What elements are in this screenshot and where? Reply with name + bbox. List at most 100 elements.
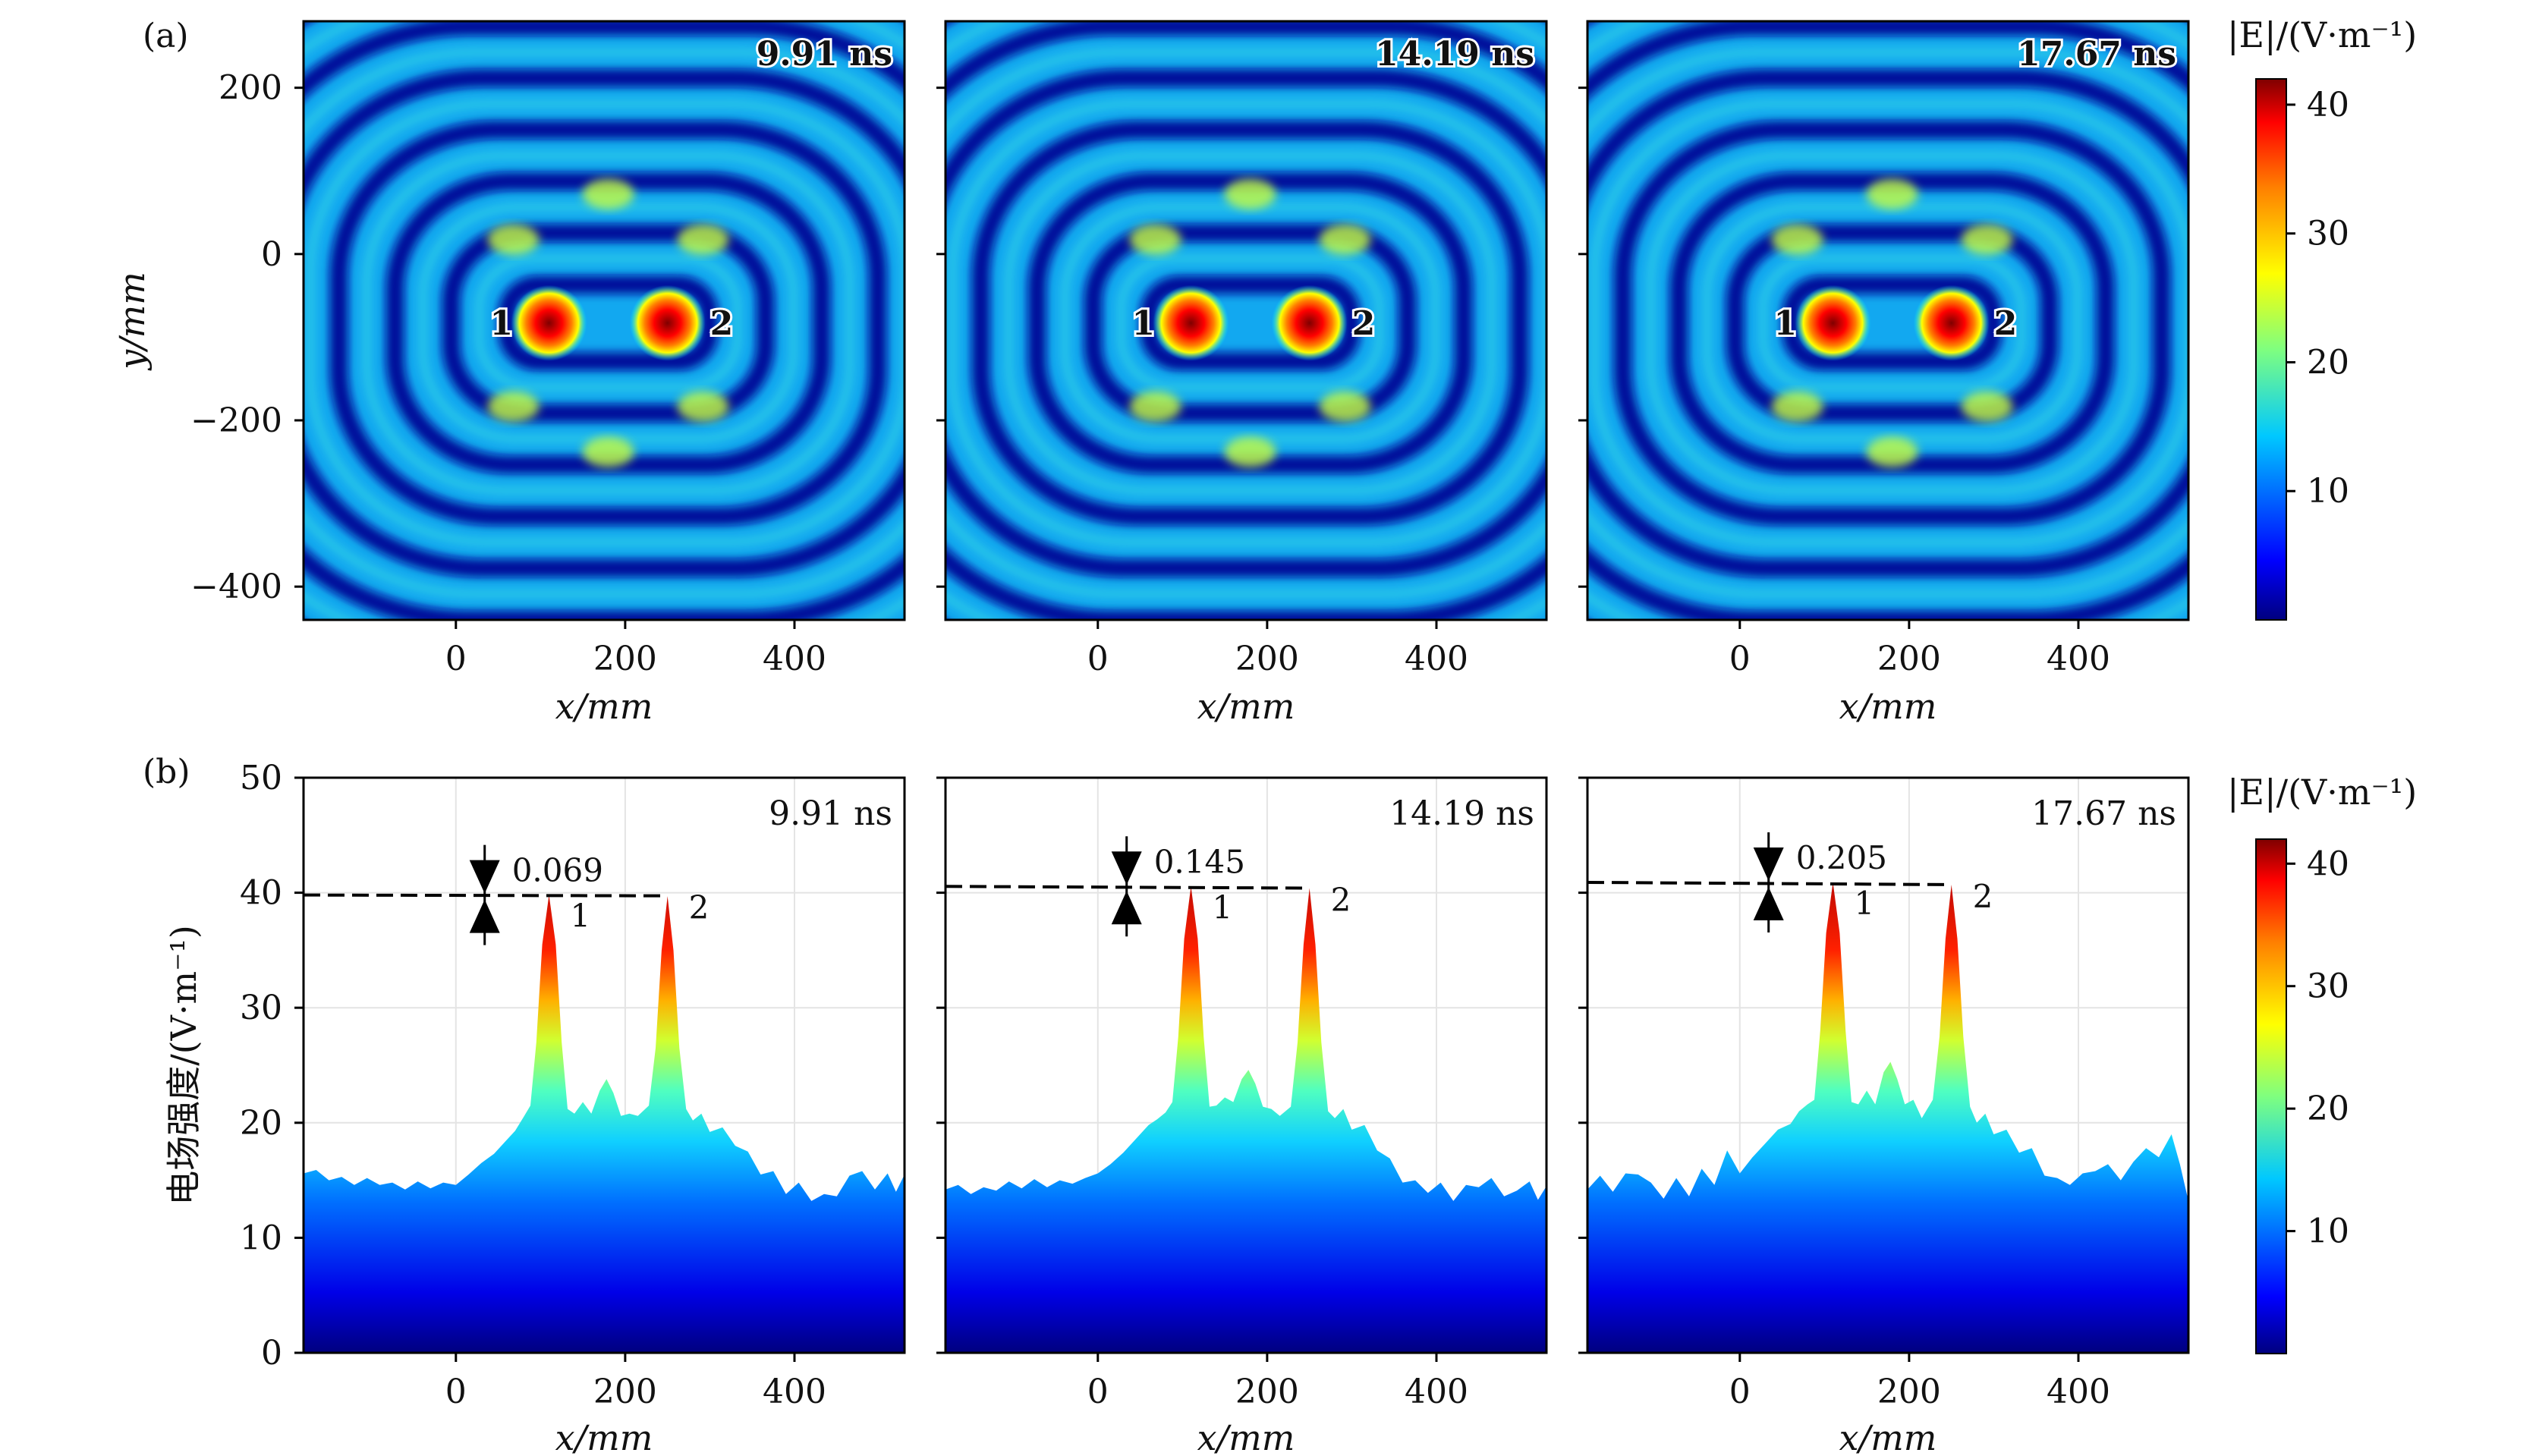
wave-ring-light [475,255,741,392]
y-tick-label: 40 [240,874,282,913]
interference-lobe [1129,391,1181,422]
peak-label: 2 [1331,882,1351,919]
wave-ring-light [1005,151,1496,495]
x-tick-label: 400 [2047,1373,2110,1411]
interference-lobe [1129,224,1181,255]
wave-ring-dark [1140,275,1361,371]
interference-lobe [1961,391,2013,422]
interference-lobe [1866,436,1918,467]
y-tick-label: −400 [190,568,282,606]
x-tick-label: 200 [1877,1373,1941,1411]
colorbar-a-scale [2255,78,2287,621]
y-axis-label: 电场强度/(V·m⁻¹) [163,925,204,1206]
x-tick-label: 200 [593,1373,657,1411]
colorbar-tick-label: 10 [2307,1212,2349,1251]
interference-lobe [677,224,729,255]
x-tick-label: 400 [763,1373,826,1411]
x-tick-label: 200 [1877,640,1941,678]
y-tick-label: 200 [219,69,282,108]
heatmap-panel: 1 2 9.91 ns 0 200 400 x/mm 200 0 −200 −400 y/mm [112,20,906,727]
heatmap-frame [302,20,906,621]
x-axis-label: x/mm [1839,686,1937,727]
wave-ring-light [1590,99,2188,546]
colorbar-b-scale [2255,838,2287,1354]
heatmap-frame [1586,20,2190,621]
y-tick-label: −200 [190,401,282,440]
interference-lobe [1319,391,1371,422]
panel-b-tag: (b) [143,753,190,791]
heatmap-frame [944,20,1548,621]
wave-ring-light [1647,151,2138,495]
colorbar-a: |E|/(V·m⁻¹) 10 20 30 40 [2227,14,2417,621]
wave-ring-dark [1084,224,1417,423]
interference-lobe [487,391,540,422]
colorbar-tick-label: 20 [2307,343,2349,382]
wave-rings [945,21,1546,620]
delta-value: 0.205 [1796,839,1887,876]
colorbar-tick-label: 30 [2307,967,2349,1006]
wave-ring-light [304,48,905,598]
colorbar-tick-label: 20 [2307,1090,2349,1128]
y-tick-label: 10 [240,1219,282,1257]
interference-lobe [1224,178,1276,209]
x-tick-label: 200 [1235,640,1299,678]
wave-rings [304,21,905,620]
wave-ring-dark [971,120,1529,526]
wave-ring-light [945,48,1546,598]
colorbar-a-title: |E|/(V·m⁻¹) [2227,14,2417,55]
delta-value: 0.145 [1154,843,1245,880]
colorbar-tick-label: 30 [2307,215,2349,253]
wave-ring-dark [1613,120,2171,526]
wave-ring-light [949,99,1546,546]
heatmap-panel: 1 2 14.19 ns 0 200 400 x/mm [936,20,1548,727]
y-tick-label: 0 [261,1334,282,1373]
wave-ring-dark [945,68,1546,577]
x-tick-label: 0 [445,640,467,678]
x-axis-label: x/mm [1197,686,1295,727]
wave-ring-light [1587,48,2188,598]
heatmap-panel: 1 2 17.67 ns 0 200 400 x/mm [1578,20,2190,727]
x-axis-label: x/mm [555,686,653,727]
source-label: 1 [1131,304,1155,343]
time-label: 14.19 ns [1389,794,1534,833]
x-axis-label: x/mm [1839,1417,1937,1456]
interference-lobe [487,224,540,255]
x-tick-label: 200 [593,640,657,678]
interference-lobe [1319,224,1371,255]
interference-lobe [1866,178,1918,209]
source-label: 2 [1352,304,1376,343]
interference-lobe [582,436,634,467]
time-label: 17.67 ns [2031,794,2176,833]
time-label: 17.67 ns [2017,35,2176,74]
x-tick-label: 0 [445,1373,467,1411]
interference-lobe [1771,224,1823,255]
x-tick-label: 0 [1087,1373,1109,1411]
colorbar-tick-label: 10 [2307,472,2349,511]
field-profile-area [304,895,905,1353]
peak-label: 1 [570,898,590,935]
time-label: 14.19 ns [1375,35,1534,74]
x-tick-label: 400 [1405,1373,1468,1411]
time-label: 9.91 ns [757,35,892,74]
wave-ring-dark [329,120,887,526]
interference-lobe [1771,391,1823,422]
profile-frame [1586,776,2190,1354]
source-label: 2 [710,304,734,343]
y-tick-label: 50 [240,759,282,797]
x-axis-label: x/mm [1197,1417,1295,1456]
peak-label: 1 [1212,888,1232,926]
colorbar-tick-label: 40 [2307,844,2349,883]
x-tick-label: 400 [1405,640,1468,678]
interference-lobe [677,391,729,422]
peak-label: 2 [689,889,709,926]
wave-ring-dark [442,224,775,423]
x-tick-label: 0 [1729,640,1751,678]
colorbar-b-title: |E|/(V·m⁻¹) [2227,772,2417,813]
x-tick-label: 0 [1729,1373,1751,1411]
time-label: 9.91 ns [769,794,892,833]
source-label: 1 [489,304,513,343]
field-profile-area [945,886,1546,1353]
profile-panel: 0.145 1 2 14.19 ns 0 200 400 x/mm [936,776,1548,1456]
